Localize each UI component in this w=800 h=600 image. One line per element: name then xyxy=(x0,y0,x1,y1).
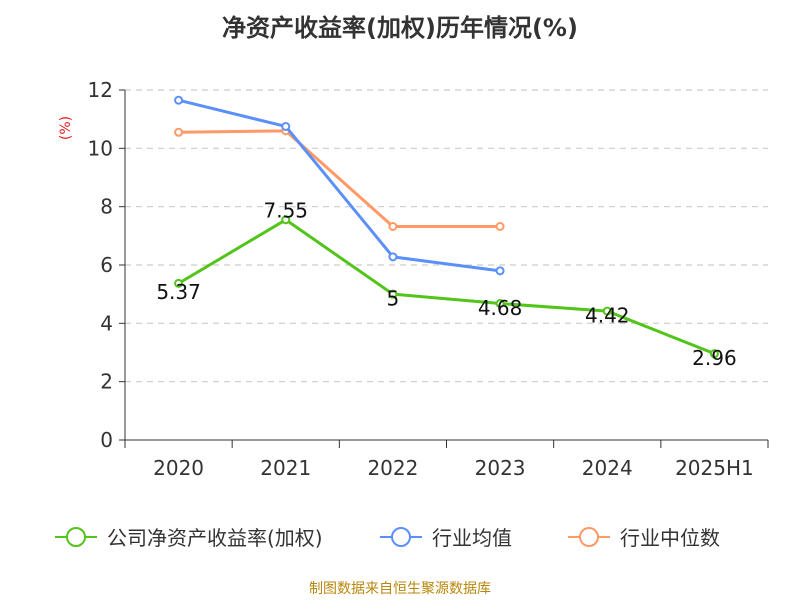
data-point xyxy=(174,278,184,288)
data-point xyxy=(281,121,291,131)
data-point xyxy=(174,127,184,137)
data-point xyxy=(174,95,184,105)
series-line xyxy=(177,218,715,356)
x-tick-label: 2022 xyxy=(367,456,418,480)
legend: 公司净资产收益率(加权) 行业均值 行业中位数 xyxy=(55,526,720,550)
legend-marker xyxy=(391,527,411,547)
series-line xyxy=(178,98,501,273)
x-tick-label: 2025H1 xyxy=(675,456,754,480)
legend-label: 公司净资产收益率(加权) xyxy=(107,526,323,550)
data-point xyxy=(388,289,398,299)
y-tick-label: 6 xyxy=(100,253,113,277)
x-tick-label: 2020 xyxy=(153,456,204,480)
data-point xyxy=(495,222,505,231)
data-label: 2.96 xyxy=(692,346,737,370)
data-point xyxy=(495,266,505,276)
y-tick-label: 0 xyxy=(100,428,113,452)
legend-label: 行业均值 xyxy=(432,526,512,550)
data-point xyxy=(709,349,719,359)
data-label: 7.55 xyxy=(263,198,308,222)
x-tick-label: 2024 xyxy=(582,456,633,480)
data-label: 4.68 xyxy=(478,296,523,320)
data-point xyxy=(388,252,398,262)
axes: 0 2 4 6 8 10 12 2020 2021 2022 2023 2024 2025H1 (%) xyxy=(58,78,769,480)
x-tick-label: 2023 xyxy=(475,456,526,480)
legend-label: 行业中位数 xyxy=(620,526,720,550)
legend-marker xyxy=(66,527,86,547)
series xyxy=(174,95,719,359)
data-point xyxy=(281,215,291,225)
source-note: 制图数据来自恒生聚源数据库 xyxy=(309,581,491,597)
y-tick-label: 10 xyxy=(88,136,113,160)
x-tick-label: 2021 xyxy=(260,456,311,480)
y-axis-label: (%) xyxy=(58,116,74,140)
data-label: 4.42 xyxy=(585,304,630,328)
y-tick-label: 8 xyxy=(100,195,113,219)
data-point xyxy=(602,306,612,316)
data-labels: 5.37 7.55 5 4.68 4.42 2.96 xyxy=(156,198,736,370)
series-line xyxy=(178,129,501,228)
data-label: 5 xyxy=(387,287,400,311)
data-point xyxy=(495,299,505,308)
y-tick-label: 4 xyxy=(100,311,113,335)
chart-title: 净资产收益率(加权)历年情况(%) xyxy=(222,14,578,42)
legend-marker xyxy=(579,527,599,547)
data-point xyxy=(388,222,398,231)
data-label: 5.37 xyxy=(156,280,201,304)
y-tick-label: 12 xyxy=(88,78,113,102)
y-tick-label: 2 xyxy=(100,370,113,394)
